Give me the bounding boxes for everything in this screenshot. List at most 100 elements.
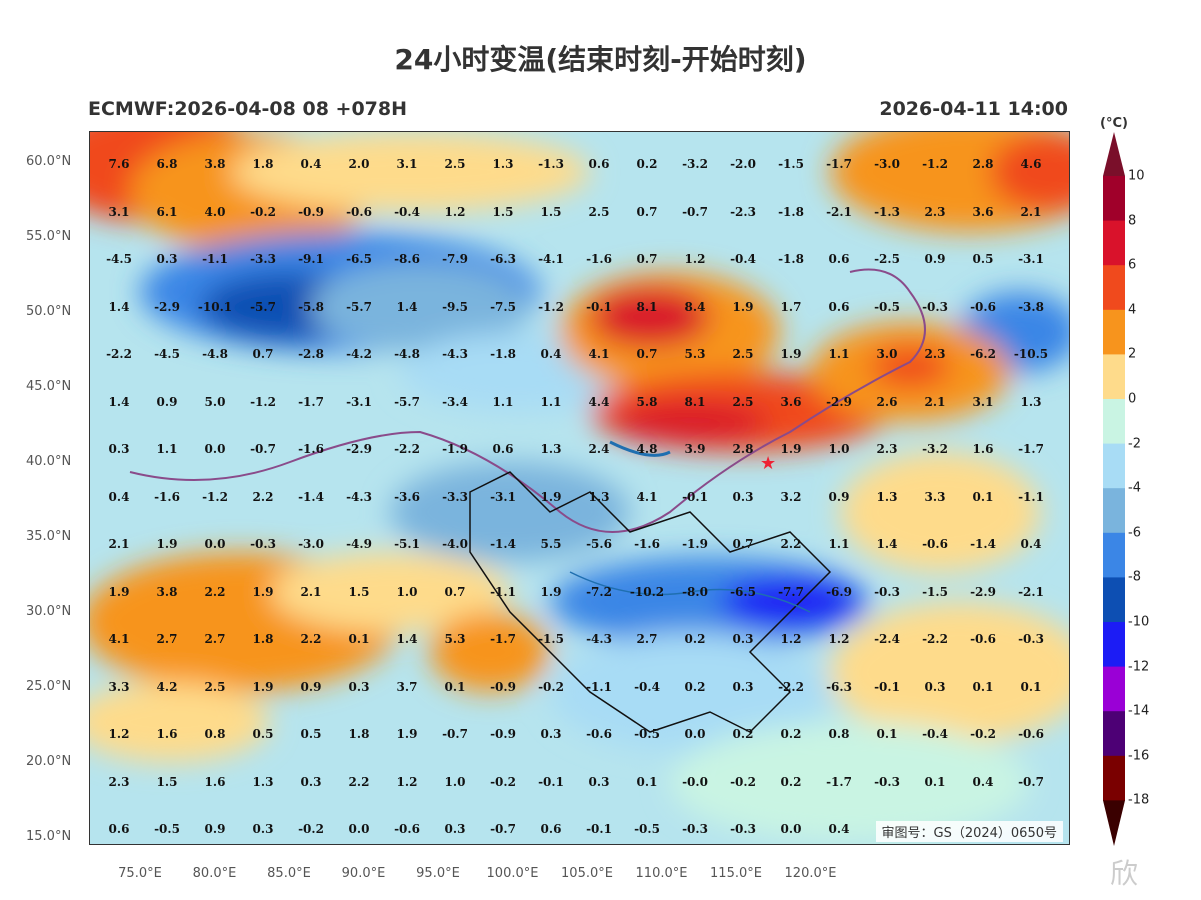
grid-value: 1.3 [492,157,514,171]
grid-value: 2.3 [924,204,946,219]
colorbar-block [1103,220,1125,266]
grid-value: -6.2 [970,347,996,361]
grid-value: 0.4 [828,822,850,836]
grid-value: 0.2 [780,727,802,741]
grid-value: 0.9 [204,822,226,836]
colorbar-label: -8 [1128,569,1141,585]
grid-value: 1.1 [156,442,178,456]
grid-value: 1.1 [492,394,514,409]
grid-value: -4.8 [394,347,420,361]
grid-value: 0.4 [108,489,130,504]
grid-value: 1.3 [588,489,610,504]
grid-value: 0.5 [252,727,274,741]
grid-value: -0.0 [682,774,708,789]
grid-value: -10.5 [1013,347,1049,361]
grid-value: -1.7 [826,157,852,171]
grid-value: -3.1 [490,489,516,504]
grid-value: -0.6 [346,204,372,219]
grid-value: 1.3 [252,774,274,789]
grid-value: -6.5 [346,252,372,266]
grid-value: -0.9 [298,204,324,219]
grid-value: 6.8 [156,157,178,171]
grid-value: -1.8 [778,252,804,266]
grid-value: 3.8 [156,584,178,599]
longitude-label: 100.0°E [486,866,539,881]
grid-value: -2.1 [826,204,852,219]
colorbar-label: 6 [1128,257,1137,273]
colorbar-unit: (°C) [1100,116,1128,131]
grid-value: -2.3 [730,204,756,219]
grid-value: -4.1 [538,252,564,266]
grid-value: 1.9 [252,679,274,694]
grid-value: -1.1 [202,252,228,266]
grid-value: 1.4 [876,537,898,551]
grid-value: 2.7 [156,632,178,646]
colorbar-block [1103,755,1125,801]
grid-value: -0.3 [874,584,900,599]
capital-star-icon: ★ [760,453,776,474]
grid-value: -1.7 [826,774,852,789]
grid-value: -2.9 [346,442,372,456]
grid-value: 3.3 [924,489,946,504]
grid-value: 1.1 [540,394,562,409]
grid-value: -3.1 [346,394,372,409]
grid-value: -0.3 [1018,632,1044,646]
grid-value: 0.1 [972,679,994,694]
watermark-text: 欣 [1110,857,1139,890]
grid-value: 1.9 [732,299,754,314]
grid-value: -5.8 [298,299,324,314]
grid-value: 0.3 [300,774,322,789]
grid-value: 2.2 [252,489,274,504]
grid-value: -5.1 [394,537,420,551]
grid-value: 1.9 [780,347,802,361]
grid-value: -1.5 [778,157,804,171]
grid-value: -5.7 [250,299,276,314]
grid-value: -3.2 [922,442,948,456]
grid-value: 0.4 [972,774,994,789]
grid-value: 0.0 [204,537,226,551]
grid-value: 1.2 [396,774,418,789]
grid-value: 1.9 [540,584,562,599]
grid-value: 4.6 [1020,157,1042,171]
grid-value: -9.5 [442,299,468,314]
grid-value: 0.6 [828,252,850,266]
grid-value: -0.3 [730,822,756,836]
colorbar-block [1103,443,1125,489]
grid-value: 0.7 [636,252,658,266]
grid-value: 2.6 [876,394,898,409]
grid-value: -3.0 [874,157,900,171]
colorbar-label: -6 [1128,525,1141,541]
grid-value: 1.4 [108,394,130,409]
grid-value: -3.6 [394,489,420,504]
grid-value: 3.1 [396,157,418,171]
grid-value: -0.6 [970,632,996,646]
grid-value: -1.6 [586,252,612,266]
grid-value: 0.3 [732,489,754,504]
grid-value: 1.9 [156,537,178,551]
grid-value: -0.3 [874,774,900,789]
grid-value: 4.0 [204,204,226,219]
grid-value: 1.2 [444,204,466,219]
colorbar-label: 2 [1128,346,1137,362]
grid-value: 2.5 [732,347,754,361]
longitude-label: 85.0°E [267,866,311,881]
grid-value: -2.8 [298,347,324,361]
colorbar-block [1103,265,1125,311]
grid-value: 1.0 [444,774,466,789]
grid-value: 3.6 [780,394,802,409]
temperature-change-map[interactable]: ★ 7.6 6.8 3.8 1.8 0.4 2.0 3.1 2.5 1.3 -1.3 0.6 0.2 -… [89,131,1070,845]
grid-value: -0.2 [970,727,996,741]
grid-value: 0.2 [732,727,754,741]
grid-value: 6.1 [156,204,178,219]
latitude-label: 50.0°N [26,304,72,319]
grid-value: 1.6 [204,774,226,789]
grid-value: 0.4 [300,157,322,171]
grid-value: -4.9 [346,537,372,551]
grid-value: 2.2 [204,584,226,599]
grid-value: -6.5 [730,584,756,599]
grid-value: -5.7 [394,394,420,409]
grid-value: 1.5 [348,584,370,599]
grid-value: 0.9 [156,394,178,409]
grid-value: 5.3 [444,632,466,646]
grid-value: -0.5 [154,822,180,836]
